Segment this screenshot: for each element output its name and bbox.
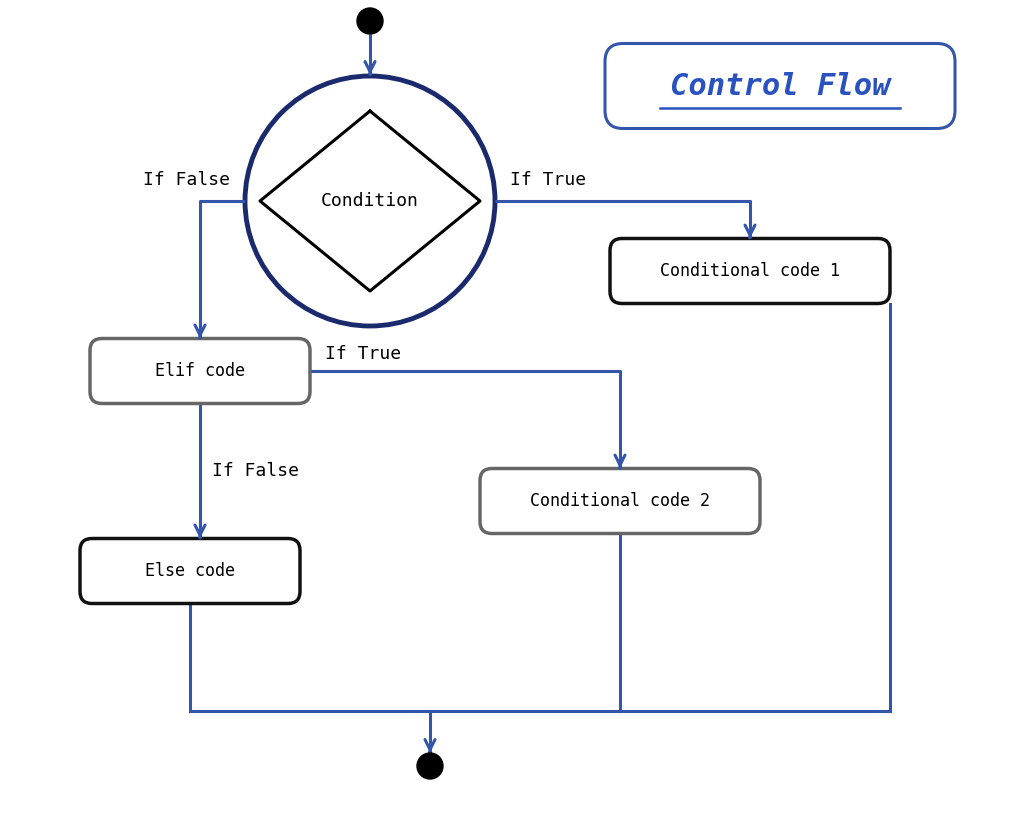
Text: If False: If False [212, 462, 299, 480]
Text: If False: If False [143, 171, 230, 189]
FancyBboxPatch shape [480, 469, 760, 534]
Text: Else code: Else code [145, 562, 234, 580]
Text: Condition: Condition [322, 192, 419, 210]
Text: Control Flow: Control Flow [670, 71, 890, 100]
Text: Conditional code 1: Conditional code 1 [660, 262, 840, 280]
Text: Elif code: Elif code [155, 362, 245, 380]
FancyBboxPatch shape [80, 539, 300, 603]
Polygon shape [260, 111, 480, 291]
Circle shape [357, 8, 383, 34]
FancyBboxPatch shape [90, 338, 310, 403]
Circle shape [417, 753, 443, 779]
Text: If True: If True [325, 345, 401, 363]
Text: Conditional code 2: Conditional code 2 [530, 492, 710, 510]
FancyBboxPatch shape [610, 238, 890, 304]
Text: If True: If True [510, 171, 586, 189]
FancyBboxPatch shape [605, 44, 955, 129]
